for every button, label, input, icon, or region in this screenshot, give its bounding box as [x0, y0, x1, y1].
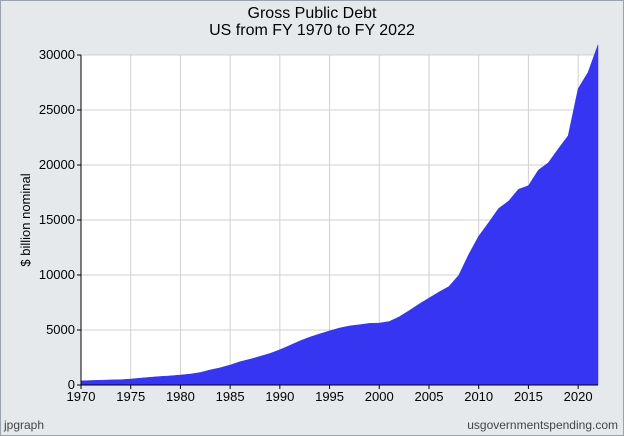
footer-source-link[interactable]: usgovernmentspending.com	[467, 418, 618, 432]
y-tick-label: 20000	[39, 157, 75, 172]
series-area-gross-public-debt	[80, 44, 599, 386]
x-tick-label: 1975	[116, 389, 145, 404]
x-tick-label: 2010	[464, 389, 493, 404]
x-tick-label: 2000	[365, 389, 394, 404]
x-tick-label: 1970	[67, 389, 96, 404]
chart-title: Gross Public Debt	[247, 5, 377, 22]
footer-credit-jpgraph: jpgraph	[4, 418, 45, 432]
y-tick-label: 25000	[39, 102, 75, 117]
y-axis-title: $ billion nominal	[18, 173, 33, 266]
x-tick-label: 1990	[265, 389, 294, 404]
y-tick-label: 10000	[39, 267, 75, 282]
chart-subtitle: US from FY 1970 to FY 2022	[209, 22, 415, 39]
x-tick-label: 1980	[166, 389, 195, 404]
x-tick-label: 2015	[514, 389, 543, 404]
x-tick-label: 2005	[415, 389, 444, 404]
y-tick-label: 30000	[39, 47, 75, 62]
x-tick-label: 2020	[564, 389, 593, 404]
x-tick-label: 1995	[315, 389, 344, 404]
y-tick-label: 5000	[46, 322, 75, 337]
y-tick-label: 15000	[39, 212, 75, 227]
y-tick-label: 0	[68, 377, 75, 392]
x-tick-label: 1985	[216, 389, 245, 404]
